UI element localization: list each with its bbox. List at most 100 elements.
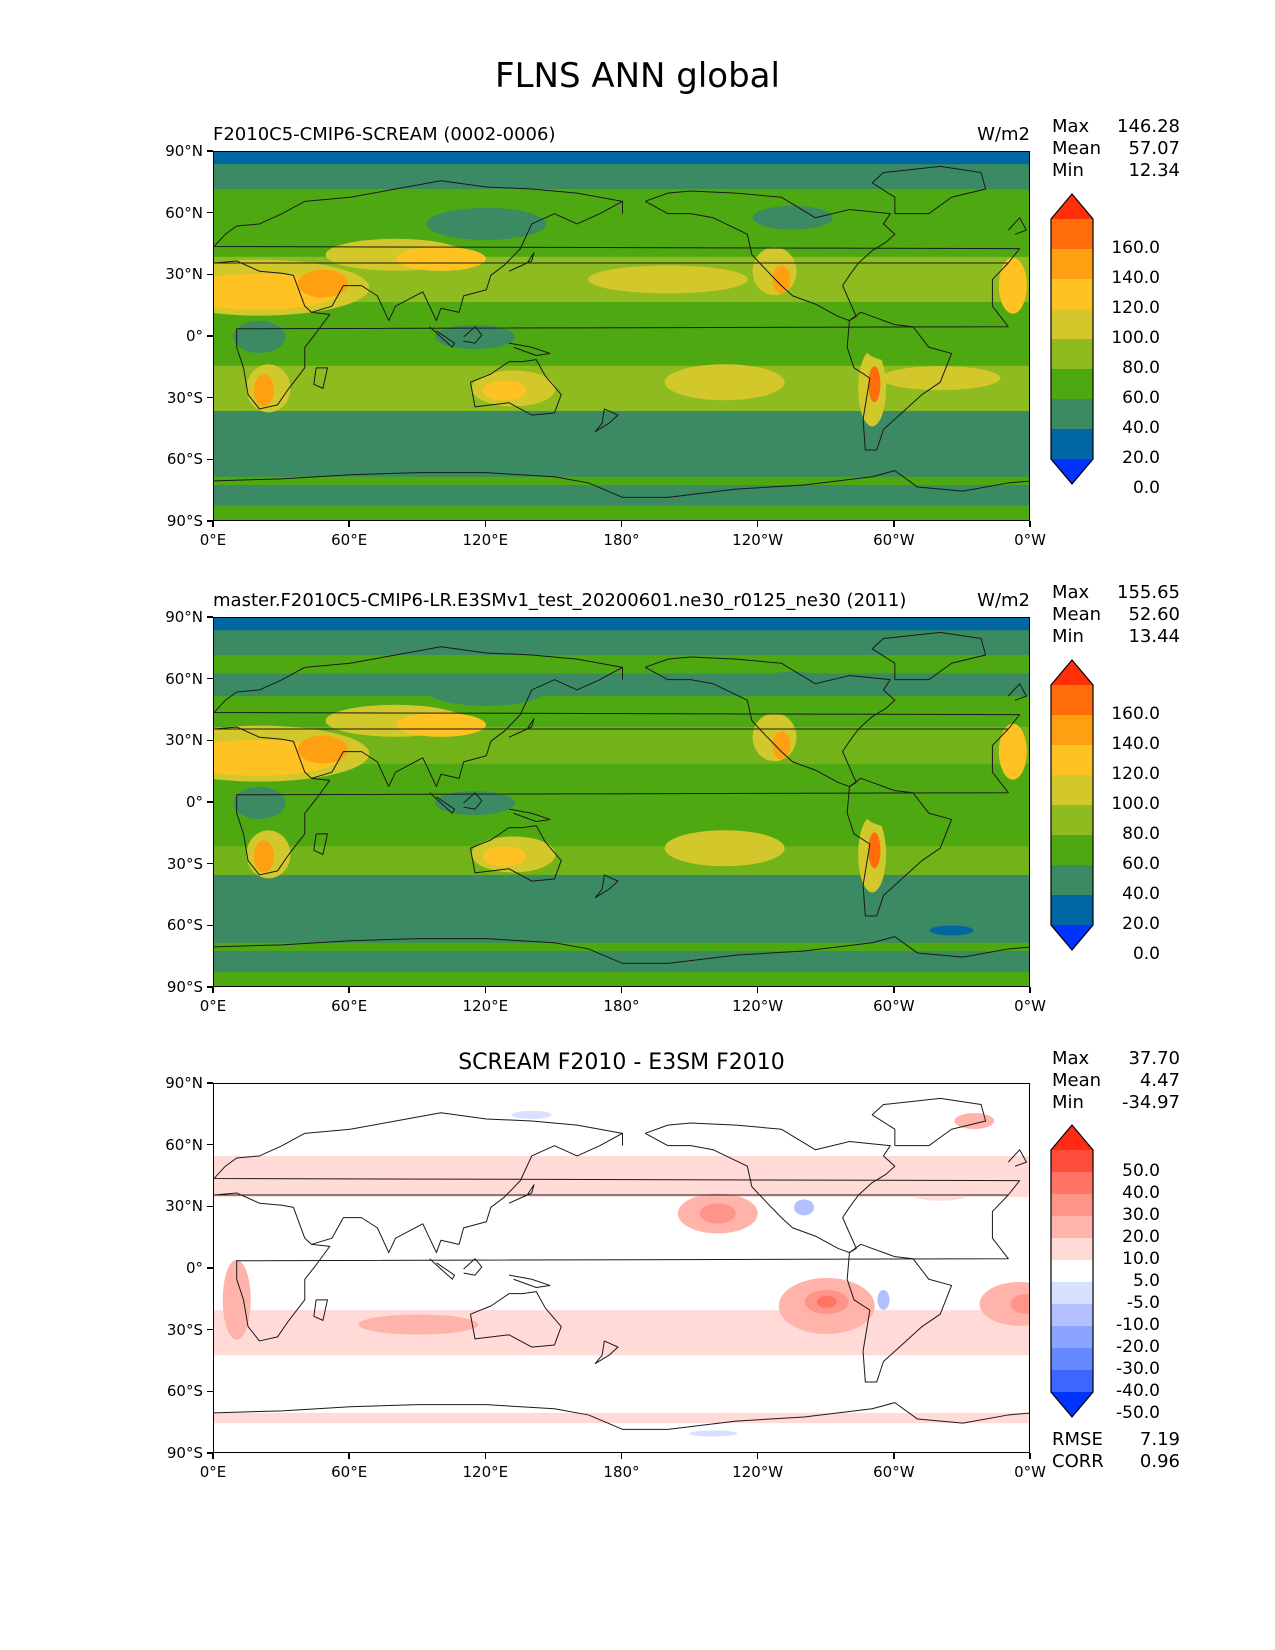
x-tick-label: 0°E [199,1463,227,1481]
coastline-segment [236,728,1009,876]
y-tick-label: 0° [185,793,203,811]
colorbar-label: 140.0 [1111,268,1160,288]
colorbar-label: 20.0 [1122,914,1160,934]
y-tick [207,862,213,865]
coastline-segment [1007,1149,1027,1167]
field-canada [752,671,833,696]
x-tick [756,521,759,527]
y-tick [207,1082,213,1084]
y-tick-label: 90°N [165,1074,203,1092]
colorbar-outline [1050,659,1094,951]
colorbar-swatch [1051,1172,1093,1195]
panel2-stats: Max 155.65 Mean 52.60 Min 13.44 [1052,582,1180,648]
x-tick [893,1453,895,1459]
panel3-stats: Max 37.70 Mean 4.47 Min -34.97 [1052,1048,1180,1114]
y-tick-label: 0° [185,1259,203,1277]
x-tick [212,1453,214,1459]
coastline-segment [469,1291,562,1348]
panel1-units: W/m2 [977,124,1030,145]
coastline-segment [429,326,456,348]
stat-max: Max 146.28 [1052,116,1180,138]
field-australia-core [482,380,527,401]
y-tick [207,1328,213,1331]
coastline-segment [214,1402,1029,1430]
y-tick-label: 30°N [165,731,203,750]
field-atlantic-subtrop [998,723,1027,780]
colorbar-label: 0.0 [1132,944,1160,964]
y-tick [207,396,213,399]
x-tick-label: 0°E [199,531,227,549]
colorbar-label: 20.0 [1122,448,1160,468]
stat-label: Min [1052,626,1084,647]
field-band-north-60 [214,655,1029,674]
y-tick-label: 60°N [165,669,203,688]
field-north-pacific-core [699,1203,736,1224]
colorbar-extend-min [1051,925,1093,950]
coastline-segment [644,1122,896,1254]
x-tick [893,521,895,527]
colorbar-swatch [1051,1304,1093,1327]
coastline-segment [313,833,328,855]
field-amazon [864,799,925,828]
stat-label: Mean [1052,604,1102,625]
coastlines [214,1097,1029,1430]
stat-value: 155.65 [1117,582,1180,603]
coastline-segment [469,825,562,882]
y-tick [207,739,213,742]
x-tick [348,521,350,527]
figure-title: FLNS ANN global [495,56,780,96]
colorbar-swatch [1051,805,1093,836]
colorbar-label: 60.0 [1122,854,1160,874]
y-tick-label: 0° [185,327,203,345]
x-tick [620,1453,623,1459]
field-band-north-60 [214,189,1029,208]
metric-label: CORR [1052,1451,1104,1472]
colorbar-label: 40.0 [1122,1183,1160,1203]
y-tick-label: 90°S [166,512,203,530]
x-tick [620,987,623,993]
y-tick [207,520,213,522]
colorbar-label: 160.0 [1111,704,1160,724]
y-tick [207,1267,213,1269]
x-tick-label: 60°W [873,997,915,1015]
colorbar-swatch [1051,835,1093,866]
colorbar-swatch [1051,1370,1093,1393]
colorbar-extend-min [1051,1392,1093,1417]
x-tick-label: 180° [603,531,640,549]
coastline-segment [469,359,562,416]
panel1-map [213,151,1030,521]
metric-rmse: RMSE 7.19 [1052,1429,1180,1451]
y-tick [207,801,213,803]
colorbar-swatch [1051,685,1093,716]
colorbar-label: 30.0 [1122,1205,1160,1225]
panel1-colorbar: 160.0 140.0 120.0 100.0 80.0 60.0 40.0 20.0 0.0 [1050,193,1160,498]
colorbar-label: 0.0 [1132,478,1160,498]
panel2-units: W/m2 [977,590,1030,611]
colorbar-label: 100.0 [1111,328,1160,348]
x-tick [1029,987,1031,993]
field-namib [253,840,274,873]
field-north-atlantic [900,1172,981,1201]
field-weddell-patch [929,925,974,936]
x-tick [348,987,350,993]
y-tick [207,273,213,276]
x-tick [212,521,214,527]
field-band-arctic [214,618,1029,631]
colorbar-label: 120.0 [1111,764,1160,784]
map-field-svg [214,152,1029,520]
panel3-metrics: RMSE 7.19 CORR 0.96 [1052,1429,1180,1473]
coastline-segment [214,180,1021,264]
stat-min: Min 13.44 [1052,626,1180,648]
panel2-map [213,617,1030,987]
y-tick [207,986,213,988]
field-band-antarctic [214,951,1029,972]
stat-value: 13.44 [1128,626,1180,647]
coastline-segment [846,1243,953,1383]
coastline-segment [846,777,953,917]
x-tick-label: 120°W [732,531,784,549]
metric-value: 7.19 [1139,1429,1180,1450]
colorbar-swatch [1051,309,1093,340]
y-tick-label: 90°N [165,142,203,160]
y-tick [207,1452,213,1454]
colorbar-label: 50.0 [1122,1161,1160,1181]
